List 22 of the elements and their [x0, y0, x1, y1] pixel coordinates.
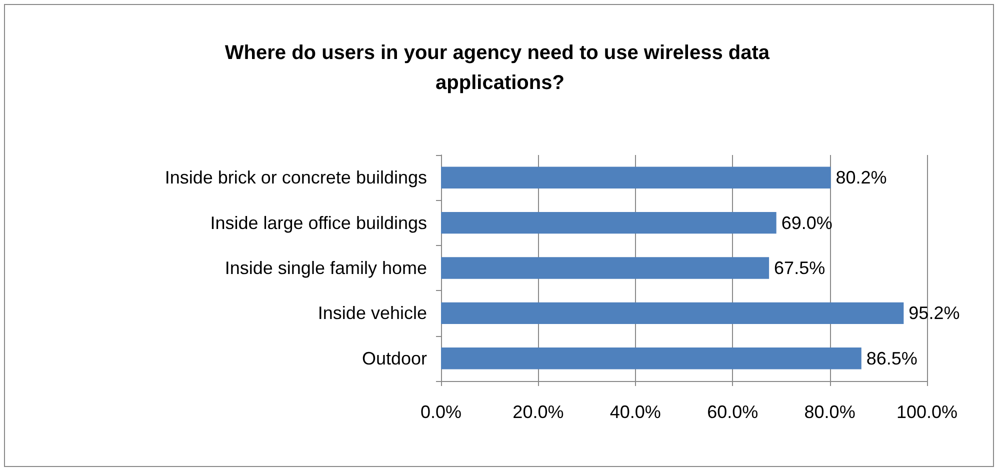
bar [441, 257, 770, 279]
y-tick-label: Inside single family home [224, 258, 427, 278]
y-tick-label: Outdoor [362, 348, 427, 368]
bar [441, 302, 904, 324]
x-tick-label: 80.0% [804, 402, 856, 422]
data-label: 67.5% [774, 258, 826, 278]
bar [441, 166, 831, 188]
bar [441, 348, 862, 370]
data-label: 80.2% [836, 168, 887, 188]
x-tick-label: 20.0% [512, 402, 564, 422]
data-label: 95.2% [908, 303, 960, 324]
y-tick-label: Inside brick or concrete buildings [164, 168, 427, 188]
x-tick-label: 0.0% [420, 402, 462, 422]
y-tick-label: Inside vehicle [318, 303, 427, 324]
chart-title: Where do users in your agency need to use wireless data applications? [224, 42, 776, 94]
x-tick-label: 100.0% [896, 402, 958, 422]
bar [441, 212, 776, 234]
data-label: 69.0% [781, 212, 832, 233]
x-tick-label: 60.0% [707, 402, 758, 422]
data-label: 86.5% [866, 348, 918, 368]
x-tick-label: 40.0% [610, 402, 661, 422]
y-tick-label: Inside large office buildings [210, 212, 427, 233]
